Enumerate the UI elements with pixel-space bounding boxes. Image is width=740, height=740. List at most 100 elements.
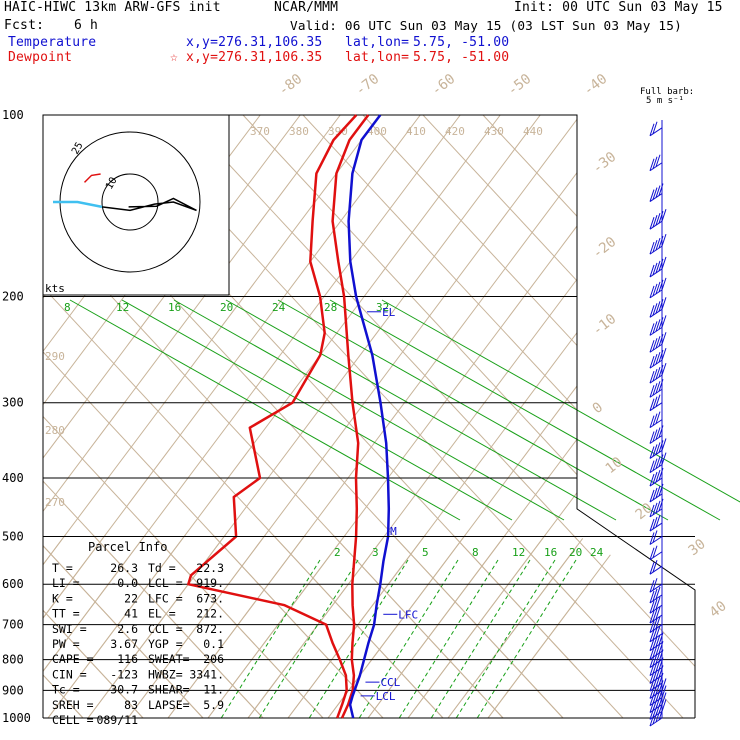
pressure-tick-label: 200: [2, 290, 24, 304]
barb-flag: [652, 636, 658, 649]
barb-flag: [655, 411, 661, 424]
adiabat-line: [62, 535, 624, 719]
pressure-tick-label: 800: [2, 653, 24, 667]
barb-flag: [658, 279, 664, 293]
adiabat-line: [43, 535, 204, 719]
barb-flag: [655, 351, 661, 365]
barb-flag: [655, 456, 661, 469]
info-label: LAPSE=: [148, 698, 190, 712]
barb-flag: [649, 590, 655, 604]
barb-flag: [649, 398, 655, 411]
parcel-info-row: SREH = 83 LAPSE= 5.9: [52, 698, 224, 712]
adiabat-line: [302, 535, 695, 719]
mixing-ratio-label: 5: [422, 546, 429, 559]
mixing-ratio-line: [307, 559, 409, 721]
adiabat-line: [362, 115, 577, 347]
barb-flag: [658, 425, 664, 438]
barb-flag: [649, 686, 655, 699]
mixing-ratio-label: 24: [590, 546, 604, 559]
barb-flag: [649, 532, 655, 545]
adiabat-line: [43, 535, 564, 719]
isotherm-line: [47, 535, 501, 719]
wind-barb: [649, 425, 664, 444]
adiabat-line: [43, 535, 444, 719]
barb-flag: [655, 616, 661, 629]
temperature-latlon-label: lat,lon=: [345, 35, 410, 50]
level-label-lcl: LCL: [376, 690, 396, 703]
info-label: K =: [52, 591, 73, 605]
barb-flag: [652, 239, 658, 253]
mixing-ratio-line: [69, 299, 461, 521]
barb-flag: [649, 460, 655, 473]
isotherm-line: [407, 535, 695, 719]
wind-barb: [649, 606, 663, 624]
barb-flag: [655, 213, 661, 226]
parcel-info-row: Tc = 30.7 SHEAR= 11.: [52, 683, 224, 697]
theta-e-label: 380: [289, 125, 309, 138]
dewpoint-latlon: 5.75, -51.00: [413, 50, 510, 65]
barb-flag: [649, 561, 655, 575]
adiabat-line: [422, 115, 577, 282]
barb-flag: [658, 467, 664, 481]
mixing-ratio-grid: 8 12 16 20 24 28 322 3 5 8 12 16 20 24: [64, 299, 740, 721]
barb-flag: [655, 260, 661, 274]
info-label: TT =: [52, 607, 80, 621]
org-label: NCAR/MMM: [274, 0, 339, 15]
level-label-el: EL: [382, 306, 396, 319]
barb-flag: [649, 305, 655, 318]
init-time: Init: 00 UTC Sun 03 May 15: [514, 0, 723, 15]
pressure-tick-label: 1000: [2, 711, 31, 725]
barb-flag: [661, 209, 667, 222]
info-value: 919.: [196, 576, 224, 590]
dewpoint-latlon-label: lat,lon=: [345, 50, 410, 65]
info-label: PW =: [52, 637, 80, 651]
barb-flag: [649, 547, 655, 560]
adiabat-line: [482, 115, 577, 217]
info-value: 30.7: [110, 683, 138, 697]
isotherm-line: [43, 535, 461, 719]
barb-flag: [661, 297, 667, 310]
barb-flag: [655, 154, 661, 167]
barb-flag: [652, 338, 658, 351]
barb-flag: [652, 383, 658, 396]
barb-flag: [649, 431, 655, 444]
parcel-info-row: LI = -0.0 LCL = 919.: [52, 576, 224, 590]
adiabat-line: [242, 115, 577, 476]
barb-flag: [649, 629, 655, 642]
barb-flag: [652, 368, 658, 382]
barb-shaft: [649, 551, 663, 561]
barb-flag: [655, 634, 661, 647]
info-label: T =: [52, 561, 73, 575]
info-value: 83: [124, 698, 138, 712]
barb-flag: [652, 187, 658, 200]
hodograph-frame: [42, 114, 230, 296]
info-value: 22: [124, 591, 138, 605]
barb-flag: [649, 610, 655, 624]
dewpoint-label: Dewpoint: [8, 50, 73, 65]
wind-barb: [649, 438, 667, 459]
barb-flag: [649, 340, 655, 353]
info-label: SWI =: [52, 622, 87, 636]
temperature-xy: x,y=276.31,106.35: [186, 35, 323, 50]
barb-flag: [652, 578, 658, 591]
barb-flag: [649, 473, 655, 487]
barb-flag: [655, 469, 661, 483]
info-value: 22.3: [196, 561, 224, 575]
temperature-tick-label: 30: [686, 536, 709, 559]
barb-flag: [652, 487, 658, 501]
barb-flag: [655, 709, 661, 723]
barb-flag: [652, 608, 658, 622]
barb-legend-value: 5 m s⁻¹: [646, 96, 684, 106]
mixing-ratio-line: [357, 559, 459, 721]
info-value: -123: [110, 667, 138, 681]
hodo-trace-mid: [101, 197, 197, 212]
pressure-tick-label: 300: [2, 396, 24, 410]
barb-flag: [649, 707, 655, 720]
wind-barb: [649, 121, 663, 137]
info-label: SWEAT=: [148, 652, 190, 666]
mixing-ratio-label: 20: [569, 546, 582, 559]
hodo-ring: [101, 173, 159, 231]
barb-flag: [658, 379, 664, 392]
barb-flag: [655, 427, 661, 440]
barb-flag: [658, 454, 664, 467]
